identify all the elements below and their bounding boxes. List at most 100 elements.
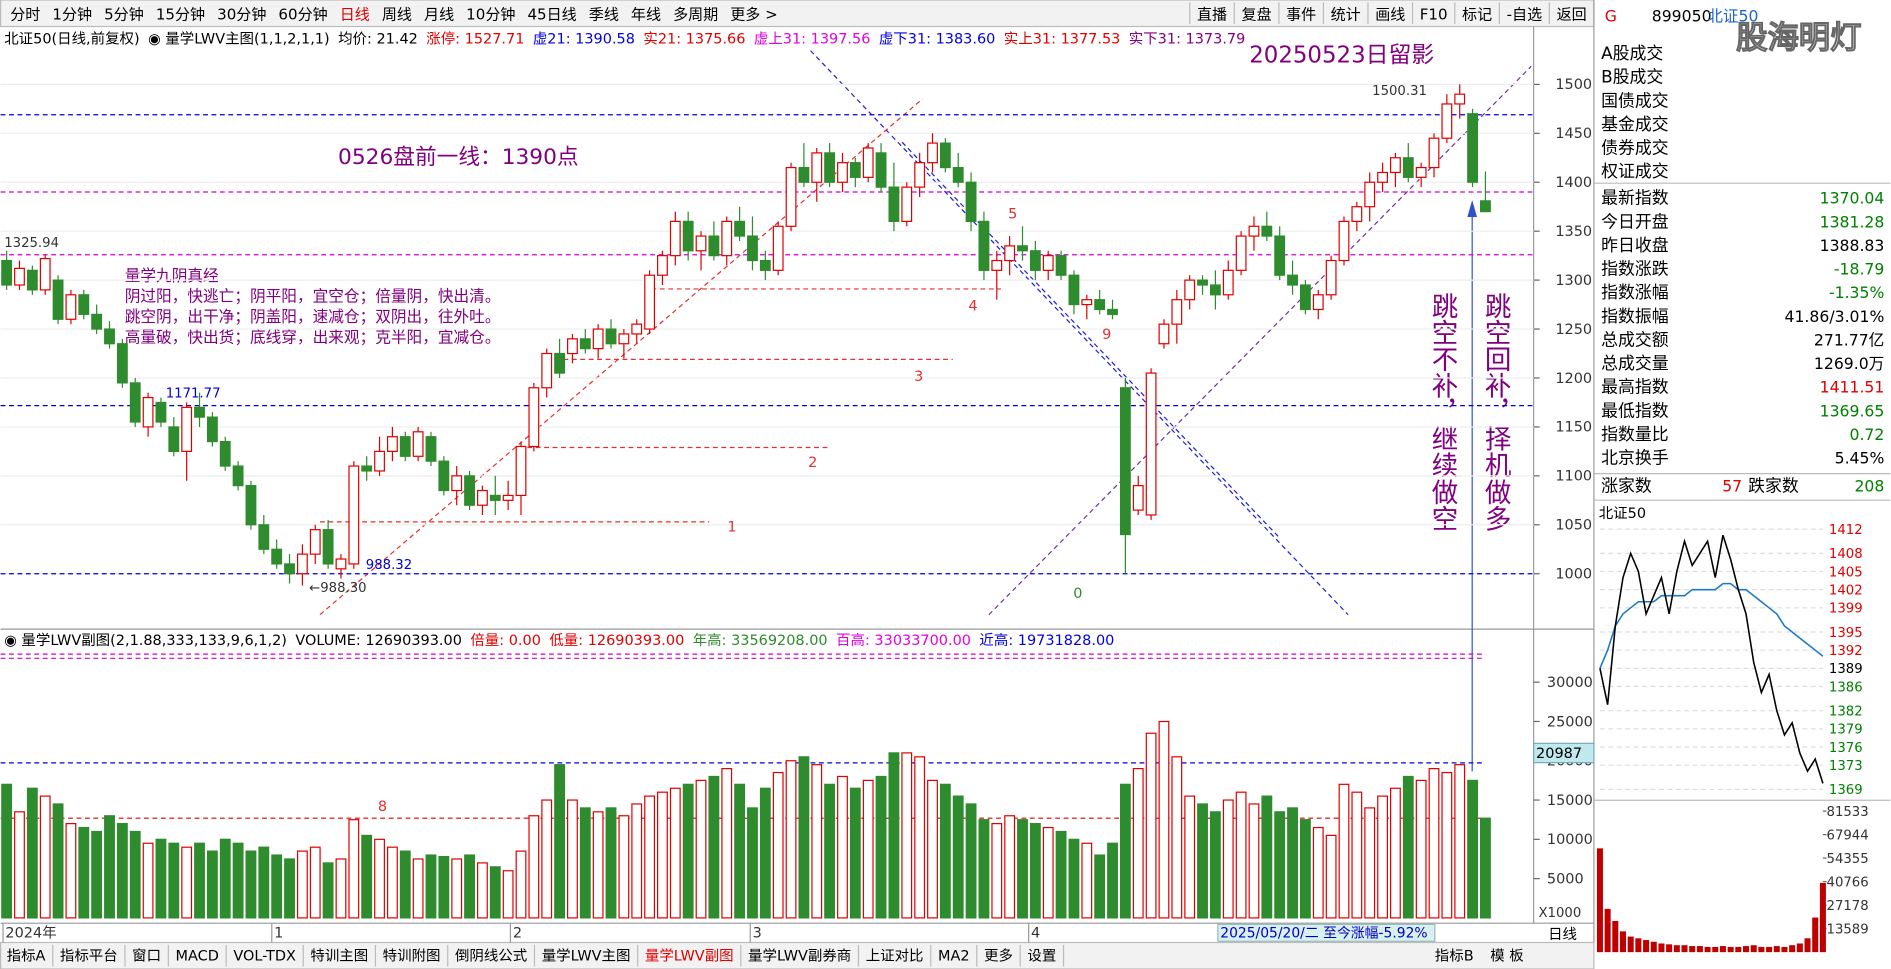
tab[interactable]: 量学LWV主图	[542, 948, 631, 965]
exchange-item[interactable]: A股成交	[1601, 43, 1663, 63]
candle-body	[1428, 137, 1440, 169]
volume-bar	[772, 771, 784, 919]
toolbar-button[interactable]: 30分钟	[217, 5, 266, 23]
candle-body	[1, 259, 13, 286]
candle-body	[1222, 269, 1234, 296]
tab[interactable]: 指标A	[7, 948, 46, 965]
volume-bar	[348, 819, 360, 919]
volume-bar	[888, 752, 900, 919]
tab[interactable]: 特训主图	[310, 948, 368, 965]
tab[interactable]: VOL-TDX	[233, 949, 296, 965]
tab[interactable]: 量学LWV副券商	[748, 948, 851, 965]
volume-bar	[39, 795, 51, 919]
candle-body	[618, 333, 630, 345]
toolbar-button[interactable]: -自选	[1507, 5, 1543, 23]
info-value: 5.45%	[1835, 449, 1885, 468]
tab[interactable]: 设置	[1027, 948, 1056, 965]
toolbar-button[interactable]: 5分钟	[104, 5, 144, 23]
toolbar-button[interactable]: 统计	[1331, 5, 1361, 23]
toolbar-button[interactable]: 更多 >	[730, 5, 777, 23]
tab[interactable]: 上证对比	[866, 948, 924, 965]
indicator-header: 虚上31: 1397.56	[754, 30, 871, 47]
candle-body	[1171, 299, 1183, 325]
toolbar-button[interactable]: 事件	[1286, 5, 1316, 23]
toolbar-button[interactable]: 月线	[424, 5, 454, 23]
candle-body	[888, 186, 900, 222]
tab[interactable]: MA2	[938, 949, 970, 965]
info-value: 1269.0万	[1814, 354, 1884, 373]
volume-bar	[296, 850, 308, 919]
toolbar-button[interactable]: 画线	[1375, 5, 1405, 23]
toolbar-button[interactable]: 日线	[340, 5, 370, 23]
toolbar-button[interactable]: 年线	[631, 5, 661, 23]
volume-bar	[1338, 783, 1350, 919]
toolbar-button[interactable]: 10分钟	[466, 5, 515, 23]
toolbar-button[interactable]: 标记	[1462, 5, 1492, 23]
volume-bar	[631, 803, 643, 919]
volume-bar	[245, 850, 257, 919]
tab[interactable]: 窗口	[132, 947, 161, 965]
toolbar-button[interactable]: 分时	[10, 5, 40, 23]
toolbar-button[interactable]: F10	[1420, 5, 1448, 23]
volume-bar	[1658, 943, 1665, 953]
toolbar-button[interactable]: 60分钟	[278, 5, 327, 23]
cursor-box	[1533, 742, 1595, 764]
annotation-text: 高量破，快出货；底线穿，出来观；克半阳，宜减仓。	[125, 327, 501, 346]
y-tick-label: 1412	[1829, 523, 1863, 538]
volume-bar	[425, 854, 437, 919]
toolbar-button[interactable]: 直播	[1197, 5, 1227, 23]
y-tick-label: 1500	[1555, 77, 1592, 93]
y-tick-label: 1392	[1829, 644, 1863, 659]
y-tick-label: 1376	[1829, 741, 1863, 756]
tab[interactable]: 量学LWV副图	[645, 948, 734, 965]
volume-bar	[168, 842, 180, 919]
tab[interactable]: 指标平台	[60, 948, 118, 965]
tab[interactable]: 更多	[984, 948, 1013, 965]
volume-bar	[644, 795, 656, 919]
toolbar-button[interactable]: 15分钟	[156, 5, 205, 23]
toolbar-button[interactable]: 多周期	[673, 5, 718, 23]
candle-body	[361, 465, 373, 472]
candle-body	[502, 494, 514, 501]
volume-bar	[837, 775, 848, 919]
exchange-item[interactable]: 债券成交	[1601, 138, 1669, 158]
exchange-item[interactable]: B股成交	[1601, 67, 1663, 87]
candle-body	[104, 328, 115, 345]
tab[interactable]: MACD	[176, 949, 219, 965]
volume-bar	[1055, 830, 1067, 919]
indicator-header: 实上31: 1377.53	[1004, 30, 1121, 47]
tab[interactable]: 模 板	[1490, 947, 1524, 965]
candle-body	[914, 162, 926, 188]
volume-bar	[1428, 768, 1440, 919]
toolbar-button[interactable]: 周线	[382, 5, 412, 23]
volume-bar	[1248, 803, 1260, 919]
exchange-item[interactable]: 国债成交	[1601, 90, 1669, 110]
exchange-item[interactable]: 权证成交	[1601, 161, 1669, 181]
volume-bar	[1029, 823, 1041, 919]
volume-bar	[26, 787, 38, 919]
volume-bar	[361, 834, 373, 919]
candle-body	[271, 548, 283, 565]
toolbar-button[interactable]: 返回	[1557, 5, 1587, 23]
tab[interactable]: 特训附图	[383, 948, 441, 965]
y-tick-label: 15000	[1547, 793, 1593, 809]
exchange-item[interactable]: 基金成交	[1601, 114, 1669, 134]
candle-body	[1377, 171, 1388, 183]
info-label: 最低指数	[1601, 400, 1669, 420]
trend-lines	[319, 50, 1532, 772]
tab[interactable]: 倒阴线公式	[455, 948, 527, 965]
tab[interactable]: 指标B	[1435, 948, 1474, 965]
candle-body	[682, 220, 694, 252]
toolbar-button[interactable]: 1分钟	[52, 5, 92, 23]
toolbar-button[interactable]: 45日线	[527, 5, 576, 23]
candle-body	[26, 269, 38, 291]
price-label: 1500.31	[1372, 84, 1427, 99]
candle-body	[1132, 485, 1144, 511]
toolbar-bg	[0, 0, 1595, 28]
volume-bar	[104, 815, 115, 919]
candle-body	[721, 220, 733, 257]
volume-bar	[991, 823, 1003, 919]
toolbar-button[interactable]: 季线	[589, 5, 619, 23]
toolbar-button[interactable]: 复盘	[1242, 5, 1272, 23]
volume-bar	[1627, 936, 1634, 953]
